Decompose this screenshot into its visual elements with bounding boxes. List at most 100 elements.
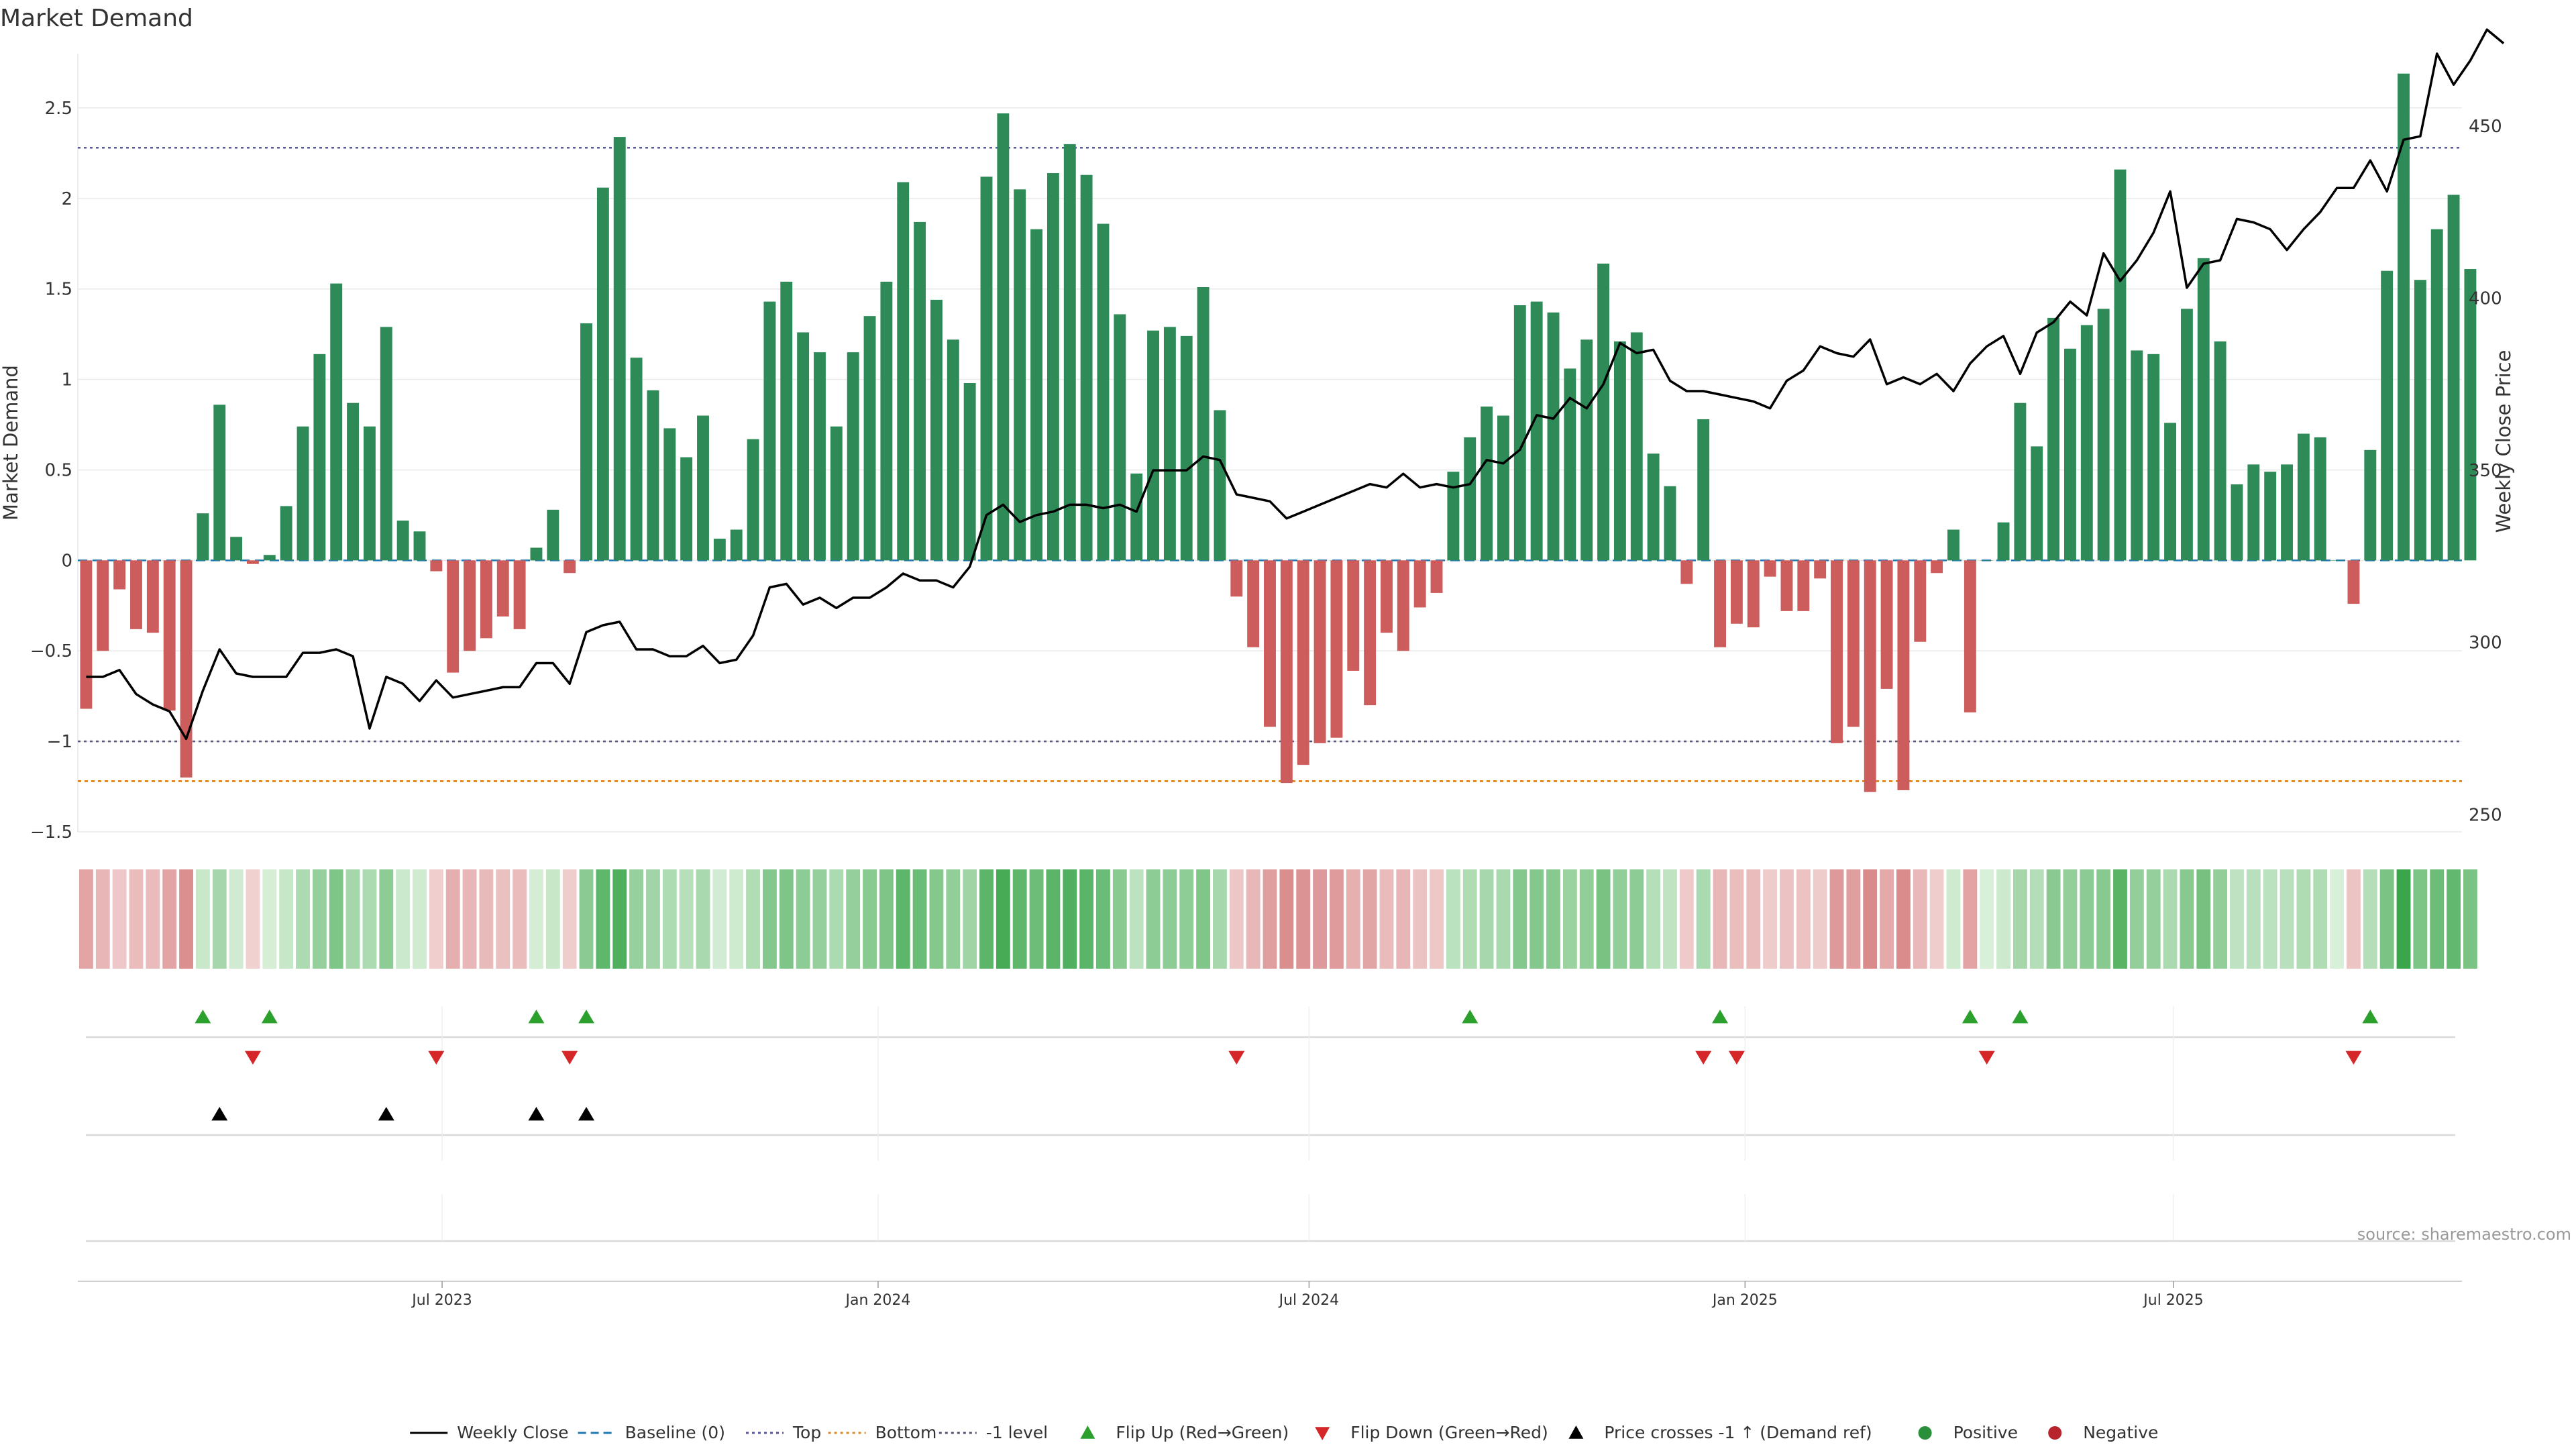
heat-cell	[1396, 869, 1411, 969]
demand-bar	[713, 538, 726, 561]
heat-cell	[1679, 869, 1694, 969]
heat-cell	[2163, 869, 2178, 969]
heat-cell	[596, 869, 610, 969]
heat-cell	[1863, 869, 1878, 969]
y-tick-label: −1.5	[30, 822, 72, 843]
heat-cell	[279, 869, 294, 969]
flip-up-marker	[1962, 1010, 1978, 1024]
heat-cell	[2063, 869, 2078, 969]
demand-bar	[347, 402, 360, 561]
demand-bar	[2080, 325, 2093, 561]
legend-swatch	[2048, 1426, 2062, 1440]
legend-label: Weekly Close	[457, 1423, 568, 1442]
heat-cell	[1946, 869, 1961, 969]
demand-bar	[1080, 174, 1093, 561]
heat-cell	[379, 869, 394, 969]
heat-cell	[2363, 869, 2377, 969]
heat-cell	[1746, 869, 1761, 969]
heat-cell	[1430, 869, 1444, 969]
demand-bar	[146, 560, 159, 633]
heat-cell	[929, 869, 944, 969]
heat-cell	[1980, 869, 1994, 969]
y-tick-label: −1	[47, 732, 72, 752]
demand-bar	[313, 354, 326, 561]
heat-cell	[1913, 869, 1927, 969]
heat-cell	[2246, 869, 2261, 969]
heat-cell	[2113, 869, 2127, 969]
heat-cell	[2046, 869, 2061, 969]
heat-cell	[2379, 869, 2394, 969]
heat-cell	[129, 869, 144, 969]
heat-cell	[1096, 869, 1110, 969]
heat-cell	[513, 869, 527, 969]
demand-bar	[1264, 560, 1276, 727]
demand-bar	[230, 537, 243, 561]
demand-bar	[1931, 560, 1943, 574]
demand-bar	[897, 182, 910, 561]
legend-item: -1 level	[938, 1423, 1048, 1442]
legend-label: Top	[792, 1423, 821, 1442]
demand-bar	[447, 560, 460, 673]
heat-cell	[1696, 869, 1711, 969]
heat-cell	[712, 869, 727, 969]
heat-cell	[1413, 869, 1428, 969]
demand-bar	[1680, 560, 1693, 584]
heat-cell	[979, 869, 994, 969]
demand-bar	[1147, 330, 1159, 561]
demand-bar	[480, 560, 492, 639]
heat-cell	[2396, 869, 2411, 969]
flip-up-marker	[528, 1010, 545, 1024]
y2-axis-ticks: 250 300 350 400 450	[2469, 117, 2502, 826]
demand-bar	[413, 531, 426, 561]
demand-bar	[1313, 560, 1326, 743]
y-axis-label: Market Demand	[0, 365, 22, 521]
demand-heat-strip	[79, 869, 2477, 969]
heat-cell	[1313, 869, 1327, 969]
demand-bar	[780, 281, 793, 561]
heat-cell	[345, 869, 360, 969]
heat-cell	[1346, 869, 1360, 969]
heat-cell	[262, 869, 277, 969]
demand-bar	[1197, 287, 1210, 561]
heat-cell	[2263, 869, 2277, 969]
heat-cell	[2296, 869, 2311, 969]
heat-cell	[1046, 869, 1061, 969]
heat-cell	[662, 869, 677, 969]
heat-cell	[2096, 869, 2111, 969]
heat-cell	[2129, 869, 2144, 969]
y-tick-label: 2.5	[45, 99, 72, 119]
legend-item: Baseline (0)	[578, 1423, 725, 1442]
price-line-group	[86, 28, 2505, 741]
demand-bar	[213, 405, 226, 561]
demand-bar	[2114, 169, 2127, 561]
demand-bar	[530, 547, 543, 561]
demand-bar	[547, 509, 559, 561]
demand-bar	[1163, 327, 1176, 561]
demand-bar	[1664, 486, 1676, 561]
demand-bar	[496, 560, 509, 616]
flip-up-marker	[1462, 1010, 1479, 1024]
flip-down-marker	[1695, 1051, 1712, 1065]
demand-bar	[564, 560, 576, 574]
heat-cell	[2146, 869, 2161, 969]
heat-cell	[1129, 869, 1144, 969]
flip-down-marker	[244, 1051, 261, 1065]
heat-cell	[1829, 869, 1844, 969]
heat-cell	[95, 869, 110, 969]
heat-cell	[2196, 869, 2211, 969]
heat-cell	[1529, 869, 1544, 969]
demand-bar	[1347, 560, 1360, 671]
heat-cell	[696, 869, 710, 969]
demand-bar	[947, 339, 959, 561]
heat-cell	[1562, 869, 1577, 969]
demand-bar	[1097, 223, 1110, 561]
heat-cell	[429, 869, 443, 969]
heat-cell	[896, 869, 910, 969]
flip-down-marker	[1728, 1051, 1745, 1065]
demand-bar	[1764, 560, 1776, 577]
heat-cell	[1462, 869, 1477, 969]
demand-bar	[1914, 560, 1927, 642]
heat-cell	[1279, 869, 1294, 969]
demand-bar	[1381, 560, 1393, 633]
flip-up-marker	[578, 1010, 595, 1024]
